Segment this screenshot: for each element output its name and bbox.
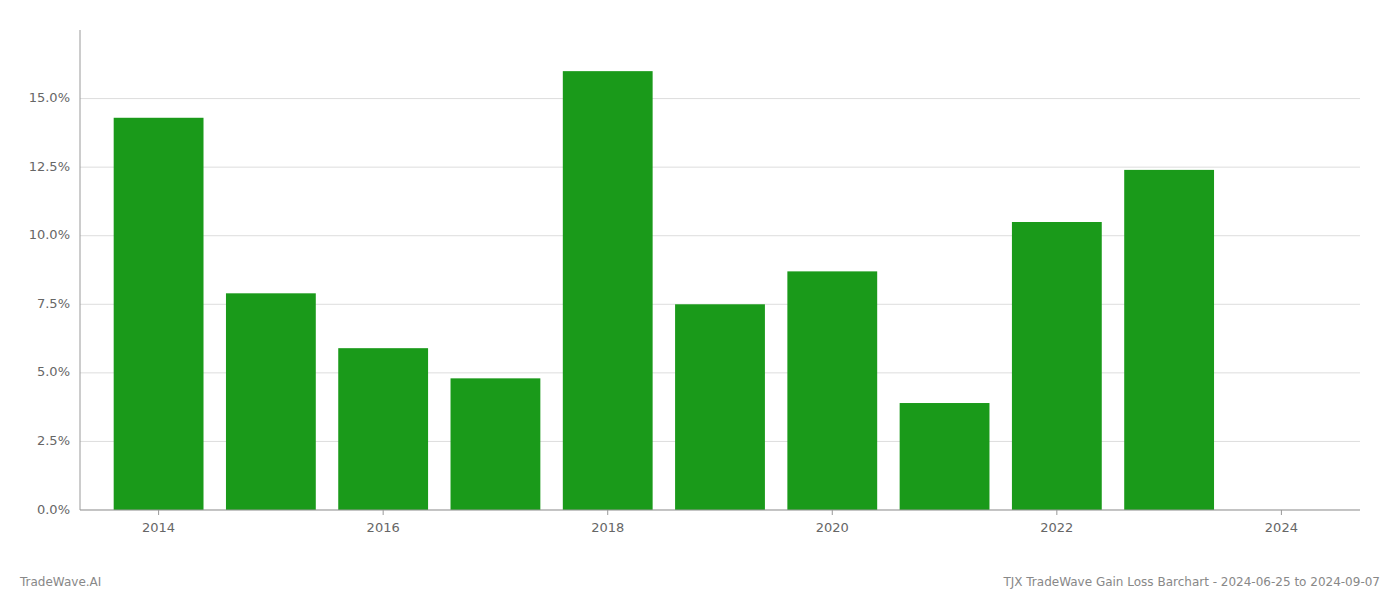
footer: TradeWave.AI TJX TradeWave Gain Loss Barc… <box>19 575 1380 589</box>
x-tick-label: 2024 <box>1265 520 1298 535</box>
bar <box>787 271 877 510</box>
x-tick-label: 2020 <box>816 520 849 535</box>
bar <box>1012 222 1102 510</box>
bars <box>114 71 1214 510</box>
bar <box>114 118 204 510</box>
bar <box>338 348 428 510</box>
x-tick <box>1056 510 1057 515</box>
bar <box>451 378 541 510</box>
grid-line <box>80 167 1360 168</box>
bar <box>675 304 765 510</box>
y-tick-label: 15.0% <box>29 90 70 105</box>
x-tick-label: 2014 <box>142 520 175 535</box>
grid-line <box>80 510 1360 511</box>
bar <box>900 403 990 510</box>
y-tick-label: 12.5% <box>29 159 70 174</box>
x-tick <box>1281 510 1282 515</box>
x-tick <box>832 510 833 515</box>
x-tick-label: 2022 <box>1040 520 1073 535</box>
footer-text: TradeWave.AI <box>19 575 101 589</box>
grid-line <box>80 98 1360 99</box>
bar <box>226 293 316 510</box>
bar <box>1124 170 1214 510</box>
bar <box>563 71 653 510</box>
y-tick-label: 0.0% <box>37 502 70 517</box>
y-tick-label: 7.5% <box>37 296 70 311</box>
y-grid <box>80 99 1360 510</box>
x-tick <box>383 510 384 515</box>
x-tick-label: 2018 <box>591 520 624 535</box>
x-tick <box>158 510 159 515</box>
footer-text: TJX TradeWave Gain Loss Barchart - 2024-… <box>1002 575 1380 589</box>
y-axis-line <box>80 30 81 510</box>
y-tick-labels: 0.0% 2.5% 5.0% 7.5% 10.0% 12.5% 15.0% <box>29 90 70 516</box>
y-tick-label: 10.0% <box>29 227 70 242</box>
y-tick-label: 5.0% <box>37 364 70 379</box>
x-axis-line <box>80 510 1360 511</box>
x-tick-label: 2016 <box>367 520 400 535</box>
y-tick-label: 2.5% <box>37 433 70 448</box>
chart: 0.0%2.5%5.0%7.5%10.0%12.5%15.0%201420162… <box>0 0 1400 600</box>
x-ticks: 2014 2016 2018 2020 2022 2024 <box>142 510 1298 535</box>
x-tick <box>607 510 608 515</box>
